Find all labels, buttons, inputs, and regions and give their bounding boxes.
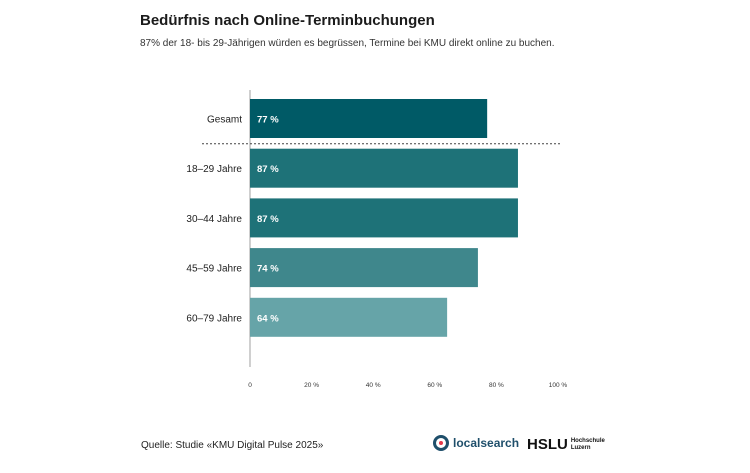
data-label: 74 % (257, 264, 279, 275)
data-label: 64 % (257, 313, 279, 324)
data-label: 77 % (257, 115, 279, 126)
localsearch-logo-icon (433, 435, 449, 451)
x-tick-label: 0 (248, 382, 252, 389)
chart-subtitle: 87% der 18- bis 29-Jährigen würden es be… (140, 38, 555, 49)
source-note: Quelle: Studie «KMU Digital Pulse 2025» (141, 440, 324, 451)
bar (250, 148, 518, 188)
category-label: 45–59 Jahre (186, 264, 242, 275)
localsearch-logo-text: localsearch (453, 436, 520, 450)
category-label: 18–29 Jahre (186, 164, 242, 175)
chart-title: Bedürfnis nach Online-Terminbuchungen (140, 12, 435, 29)
hslu-logo-subtext: Hochschule Luzern (571, 438, 605, 451)
x-tick-label: 80 % (489, 382, 504, 389)
x-tick-label: 100 % (549, 382, 568, 389)
data-label: 87 % (257, 164, 279, 175)
data-label: 87 % (257, 214, 279, 225)
hslu-logo: HSLU Hochschule Luzern (527, 436, 605, 453)
x-tick-label: 40 % (366, 382, 381, 389)
category-label: Gesamt (207, 115, 242, 126)
x-tick-label: 20 % (304, 382, 319, 389)
bar (250, 297, 448, 337)
category-label: 60–79 Jahre (186, 313, 242, 324)
hslu-logo-line1: Hochschule (570, 438, 605, 444)
bar (250, 248, 478, 288)
localsearch-logo: localsearch (433, 435, 519, 451)
bar (250, 99, 488, 138)
bar (250, 198, 518, 238)
x-tick-label: 60 % (427, 382, 442, 389)
category-label: 30–44 Jahre (186, 214, 242, 225)
hslu-logo-line2: Luzern (570, 444, 591, 451)
hslu-logo-text: HSLU (527, 436, 568, 453)
